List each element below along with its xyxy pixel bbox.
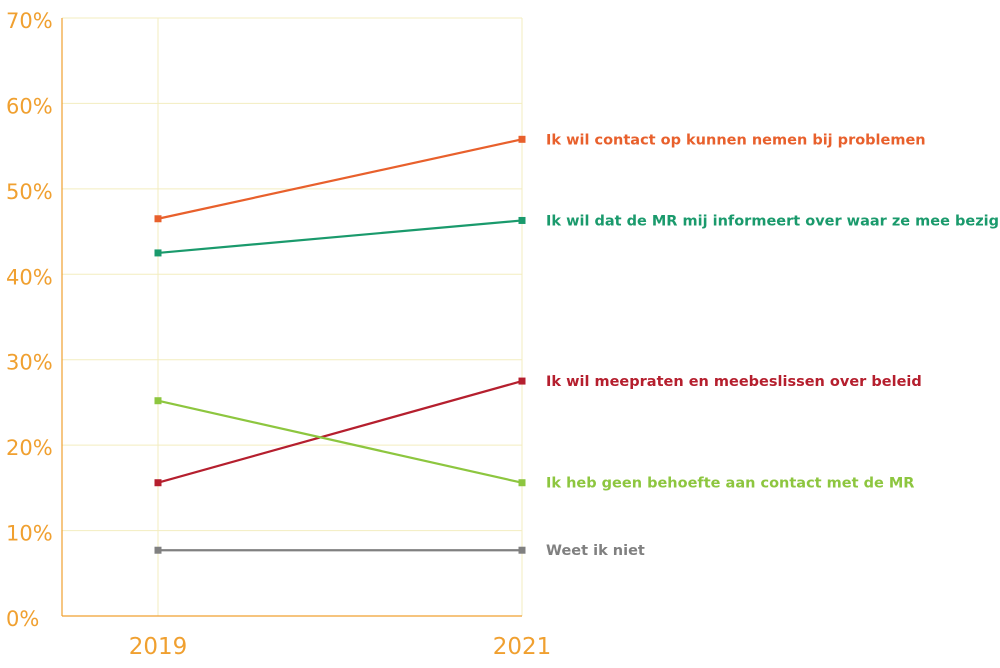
series-group	[154, 135, 526, 554]
y-tick-label: 60%	[6, 94, 53, 118]
data-point	[518, 377, 526, 385]
y-tick-label: 50%	[6, 180, 53, 204]
series-label: Ik heb geen behoefte aan contact met de …	[546, 476, 914, 492]
series-label: Ik wil meepraten en meebeslissen over be…	[546, 374, 922, 390]
data-point	[518, 216, 526, 224]
data-point	[518, 135, 526, 143]
series-label: Ik wil dat de MR mij informeert over waa…	[546, 213, 1000, 229]
grid	[62, 17, 523, 616]
series-label: Ik wil contact op kunnen nemen bij probl…	[546, 132, 926, 148]
data-point	[154, 397, 162, 405]
series-label: Weet ik niet	[546, 543, 645, 559]
series-line	[157, 219, 523, 255]
data-point	[518, 479, 526, 487]
data-point	[518, 546, 526, 554]
x-tick-label: 2021	[493, 634, 552, 660]
data-point	[154, 215, 162, 223]
axes	[61, 18, 522, 617]
y-tick-label: 40%	[6, 265, 53, 289]
series-line	[157, 380, 523, 484]
data-point	[154, 479, 162, 487]
data-point	[154, 249, 162, 257]
x-axis-ticks: 2019 2021	[129, 634, 552, 660]
series-labels: Ik wil contact op kunnen nemen bij probl…	[546, 132, 1000, 559]
y-tick-label: 30%	[6, 351, 53, 375]
x-tick-label: 2019	[129, 634, 188, 660]
y-tick-label: 0%	[6, 607, 39, 631]
y-axis-ticks: 0% 10% 20% 30% 40% 50% 60% 70%	[6, 9, 53, 631]
y-tick-label: 20%	[6, 436, 53, 460]
series-line	[157, 138, 523, 220]
y-tick-label: 70%	[6, 9, 53, 33]
series-line	[157, 399, 523, 484]
data-point	[154, 546, 162, 554]
y-tick-label: 10%	[6, 522, 53, 546]
